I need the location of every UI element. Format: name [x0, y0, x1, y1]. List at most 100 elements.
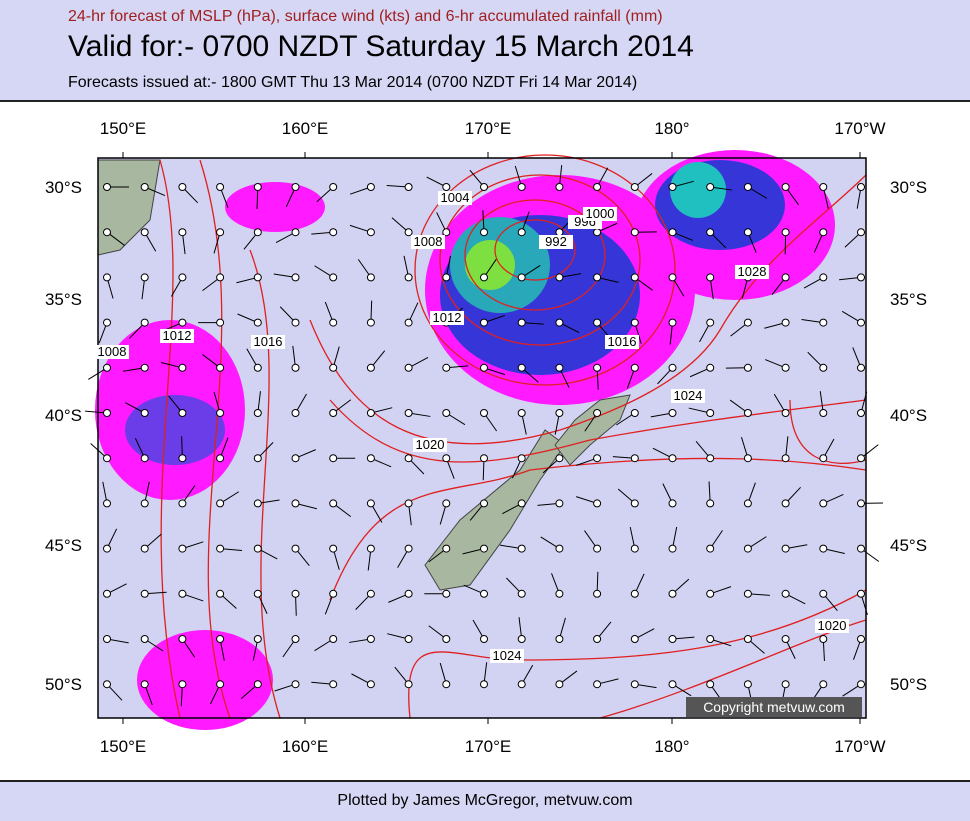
station — [367, 229, 374, 236]
station — [443, 500, 450, 507]
isobar-label: 1004 — [441, 190, 470, 205]
station — [217, 319, 224, 326]
station — [556, 319, 563, 326]
station — [556, 364, 563, 371]
station — [104, 274, 111, 281]
station — [744, 500, 751, 507]
station — [631, 636, 638, 643]
station — [631, 184, 638, 191]
station — [104, 545, 111, 552]
station — [141, 636, 148, 643]
station — [292, 410, 299, 417]
station — [217, 545, 224, 552]
station — [631, 500, 638, 507]
station — [669, 590, 676, 597]
station — [179, 636, 186, 643]
station — [179, 681, 186, 688]
header: 24-hr forecast of MSLP (hPa), surface wi… — [0, 0, 970, 102]
station — [367, 184, 374, 191]
station — [330, 184, 337, 191]
station — [820, 319, 827, 326]
isobar-label: 1024 — [674, 388, 703, 403]
station — [556, 681, 563, 688]
station — [104, 590, 111, 597]
station — [669, 184, 676, 191]
station — [141, 364, 148, 371]
station — [858, 545, 865, 552]
station — [518, 455, 525, 462]
isobar-label: 1008 — [98, 344, 127, 359]
station — [481, 636, 488, 643]
station — [179, 319, 186, 326]
station — [820, 636, 827, 643]
station — [707, 500, 714, 507]
station — [744, 184, 751, 191]
station — [104, 229, 111, 236]
station — [104, 410, 111, 417]
station — [405, 681, 412, 688]
station — [858, 274, 865, 281]
station — [179, 590, 186, 597]
station — [707, 319, 714, 326]
station — [594, 364, 601, 371]
station — [707, 274, 714, 281]
station — [631, 455, 638, 462]
station — [820, 229, 827, 236]
station — [631, 274, 638, 281]
station — [631, 590, 638, 597]
station — [594, 410, 601, 417]
lon-label: 180° — [654, 737, 689, 756]
lon-label: 160°E — [282, 119, 329, 138]
lat-label: 50°S — [45, 675, 82, 694]
station — [631, 681, 638, 688]
station — [254, 455, 261, 462]
station — [104, 636, 111, 643]
station — [292, 229, 299, 236]
station — [782, 229, 789, 236]
station — [217, 681, 224, 688]
station — [217, 590, 224, 597]
station — [292, 319, 299, 326]
station — [481, 274, 488, 281]
station — [594, 681, 601, 688]
station — [744, 410, 751, 417]
station — [858, 364, 865, 371]
station — [481, 590, 488, 597]
station — [518, 545, 525, 552]
station — [443, 274, 450, 281]
station — [481, 184, 488, 191]
lon-label: 170°E — [465, 119, 512, 138]
station — [782, 500, 789, 507]
station — [782, 545, 789, 552]
station — [594, 319, 601, 326]
station — [254, 410, 261, 417]
station — [330, 410, 337, 417]
station — [443, 410, 450, 417]
station — [744, 681, 751, 688]
station — [217, 636, 224, 643]
station — [631, 410, 638, 417]
station — [556, 455, 563, 462]
station — [782, 636, 789, 643]
station — [744, 229, 751, 236]
station — [556, 636, 563, 643]
isobar-label: 1016 — [608, 334, 637, 349]
issued: Forecasts issued at:- 1800 GMT Thu 13 Ma… — [68, 74, 637, 92]
station — [481, 545, 488, 552]
station — [744, 545, 751, 552]
station — [367, 364, 374, 371]
station — [141, 274, 148, 281]
station — [594, 455, 601, 462]
station — [707, 636, 714, 643]
station — [330, 455, 337, 462]
station — [179, 410, 186, 417]
station — [217, 364, 224, 371]
lat-label: 45°S — [45, 536, 82, 555]
station — [254, 545, 261, 552]
station — [481, 500, 488, 507]
station — [556, 274, 563, 281]
station — [669, 319, 676, 326]
station — [330, 636, 337, 643]
station — [367, 590, 374, 597]
